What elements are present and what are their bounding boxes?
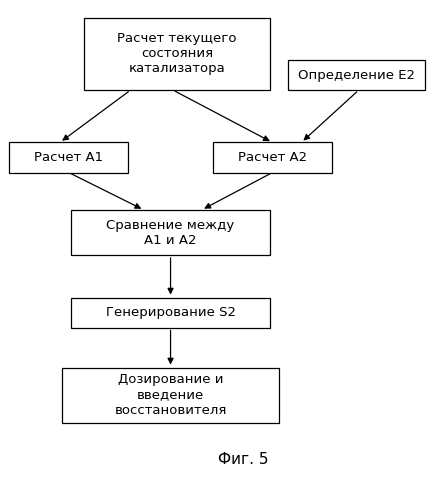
Text: Расчет текущего
состояния
катализатора: Расчет текущего состояния катализатора <box>117 32 237 75</box>
Text: Расчет A2: Расчет A2 <box>238 151 307 164</box>
Text: Генерирование S2: Генерирование S2 <box>105 306 236 319</box>
Text: Расчет A1: Расчет A1 <box>34 151 103 164</box>
FancyBboxPatch shape <box>9 142 128 172</box>
FancyBboxPatch shape <box>84 18 270 90</box>
FancyBboxPatch shape <box>71 210 270 255</box>
Text: Сравнение между
A1 и A2: Сравнение между A1 и A2 <box>106 218 235 246</box>
Text: Дозирование и
введение
восстановителя: Дозирование и введение восстановителя <box>114 374 227 416</box>
FancyBboxPatch shape <box>62 368 279 422</box>
FancyBboxPatch shape <box>288 60 425 90</box>
FancyBboxPatch shape <box>71 298 270 328</box>
Text: Определение E2: Определение E2 <box>298 68 415 82</box>
Text: Фиг. 5: Фиг. 5 <box>218 452 269 468</box>
FancyBboxPatch shape <box>213 142 332 172</box>
